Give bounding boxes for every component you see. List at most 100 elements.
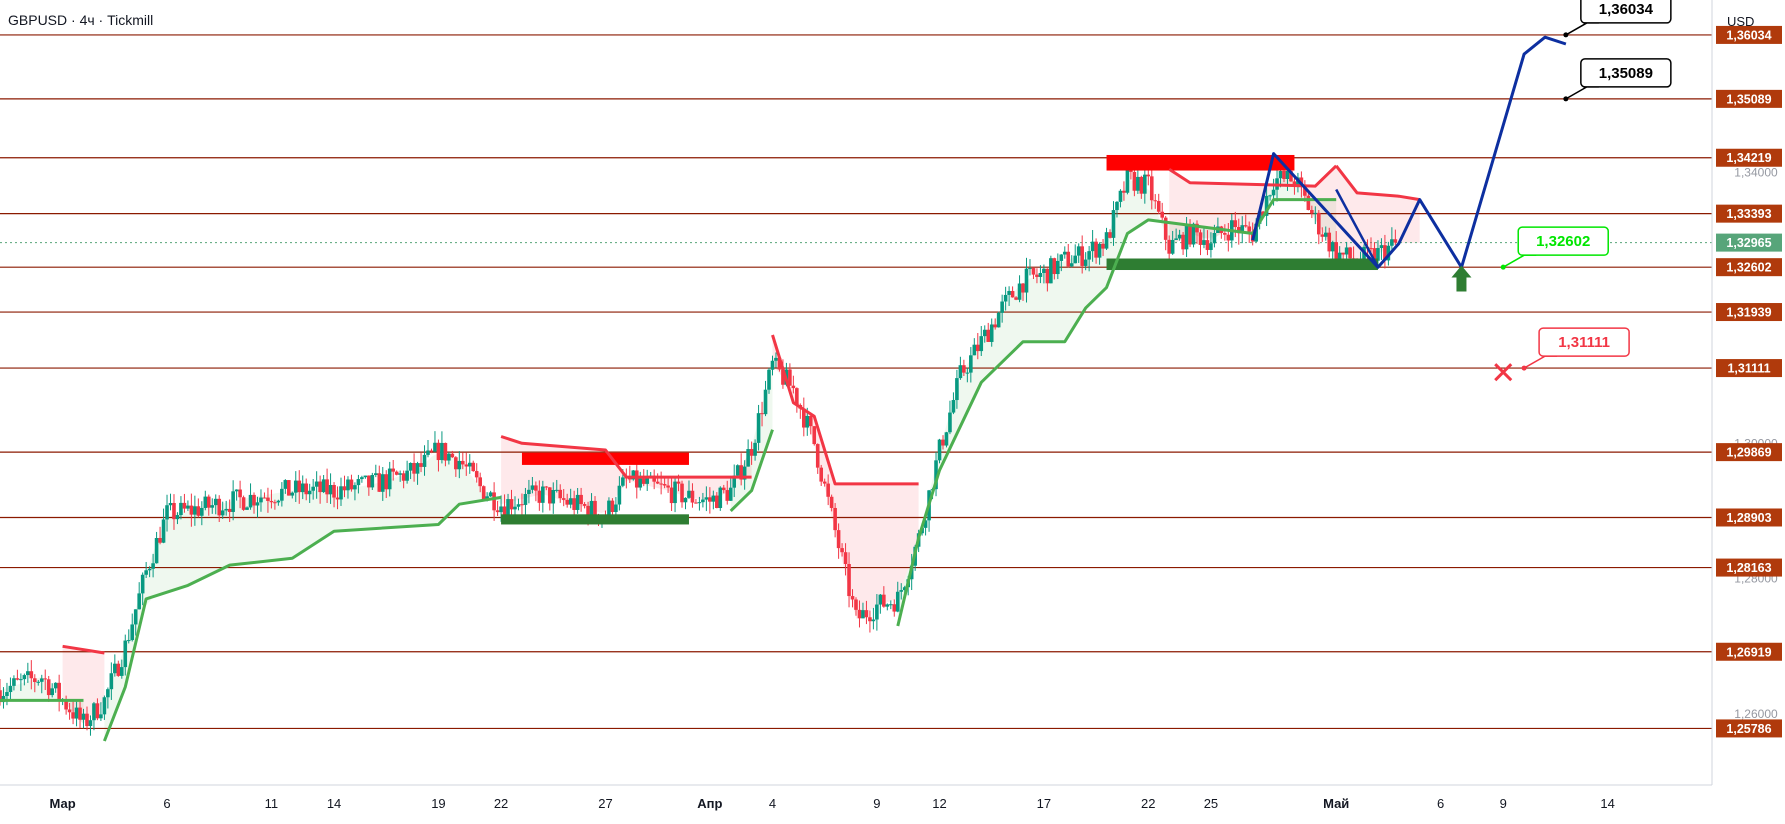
level-price-tag-8 bbox=[1716, 508, 1782, 527]
supertrend-line-6 bbox=[896, 198, 1337, 627]
candle-body-182 bbox=[631, 470, 636, 480]
candle-body-67 bbox=[231, 491, 235, 512]
candle-body-398 bbox=[1383, 245, 1387, 261]
candle-body-63 bbox=[217, 498, 222, 516]
x-tick-label-13: 25 bbox=[1204, 796, 1218, 811]
x-tick-label-8: 4 bbox=[769, 796, 776, 811]
candle-body-76 bbox=[262, 497, 267, 499]
y-tick-label-3: 1,26000 bbox=[1734, 707, 1778, 721]
candle-body-167 bbox=[579, 494, 583, 505]
candle-body-6 bbox=[19, 679, 23, 681]
candle-body-399 bbox=[1386, 245, 1391, 261]
supertrend-line-3 bbox=[500, 435, 752, 479]
candle-body-330 bbox=[1146, 174, 1151, 177]
support-zone-3 bbox=[1106, 258, 1378, 271]
candle-body-348 bbox=[1209, 243, 1213, 250]
level-price-label-4: 1,32602 bbox=[1726, 261, 1771, 275]
candle-body-397 bbox=[1379, 245, 1384, 249]
candle-body-269 bbox=[934, 460, 938, 490]
candle-body-109 bbox=[377, 473, 382, 492]
candle-body-58 bbox=[200, 507, 204, 516]
callout-label-0: 1,36034 bbox=[1599, 1, 1654, 18]
candle-body-99 bbox=[342, 486, 347, 491]
candle-body-305 bbox=[1059, 254, 1064, 261]
candle-body-288 bbox=[1000, 301, 1004, 313]
stop-cross-icon-b bbox=[1494, 363, 1513, 382]
candle-body-201 bbox=[697, 502, 702, 504]
candle-body-212 bbox=[735, 465, 740, 476]
x-tick-label-9: 9 bbox=[873, 796, 880, 811]
candle-body-195 bbox=[676, 481, 681, 484]
candle-body-75 bbox=[259, 497, 263, 503]
candle-body-287 bbox=[996, 312, 1001, 328]
candle-body-381 bbox=[1323, 232, 1328, 237]
candle-body-296 bbox=[1028, 268, 1032, 270]
candle-body-388 bbox=[1348, 247, 1352, 259]
candle-body-135 bbox=[467, 462, 472, 467]
candle-body-295 bbox=[1024, 268, 1029, 293]
candle-body-358 bbox=[1243, 225, 1248, 227]
candle-body-81 bbox=[280, 488, 284, 501]
candle-body-312 bbox=[1083, 259, 1088, 266]
candle-body-93 bbox=[321, 479, 326, 493]
candle-body-103 bbox=[356, 479, 361, 486]
supertrend-fill-7 bbox=[1169, 165, 1337, 254]
candle-body-250 bbox=[868, 617, 872, 622]
candle-body-3 bbox=[8, 685, 13, 693]
candle-body-249 bbox=[864, 610, 869, 618]
candle-body-379 bbox=[1316, 212, 1321, 235]
candle-body-185 bbox=[641, 478, 646, 484]
candle-body-26 bbox=[88, 720, 93, 727]
candle-body-275 bbox=[955, 378, 959, 401]
candle-body-162 bbox=[561, 498, 566, 500]
candle-body-169 bbox=[586, 505, 590, 518]
time-axis-bg bbox=[0, 785, 1785, 824]
candle-body-149 bbox=[516, 504, 521, 507]
candle-body-23 bbox=[78, 707, 82, 720]
candle-body-205 bbox=[711, 495, 716, 502]
candle-body-50 bbox=[172, 502, 176, 520]
candle-body-77 bbox=[266, 497, 270, 501]
candle-body-221 bbox=[767, 369, 771, 390]
candle-body-273 bbox=[948, 412, 952, 433]
candle-body-387 bbox=[1344, 247, 1349, 255]
candle-body-136 bbox=[471, 462, 476, 472]
candle-body-237 bbox=[822, 481, 827, 484]
candle-body-116 bbox=[401, 473, 406, 481]
forecast-partial-path bbox=[1335, 188, 1380, 268]
candle-body-285 bbox=[989, 324, 994, 342]
candle-body-91 bbox=[314, 481, 319, 487]
candle-body-11 bbox=[36, 681, 41, 683]
candle-body-44 bbox=[151, 563, 155, 569]
candle-body-363 bbox=[1261, 211, 1265, 216]
candle-body-121 bbox=[419, 463, 423, 467]
supertrend-fill-6 bbox=[897, 179, 1337, 627]
candle-body-344 bbox=[1195, 223, 1199, 233]
candle-body-316 bbox=[1097, 243, 1102, 258]
candle-body-310 bbox=[1076, 246, 1081, 256]
candle-body-68 bbox=[234, 489, 239, 492]
candle-body-297 bbox=[1031, 268, 1036, 275]
level-price-tag-0 bbox=[1716, 25, 1782, 44]
candle-body-101 bbox=[349, 479, 354, 490]
candle-body-257 bbox=[892, 604, 897, 612]
forecast-path bbox=[1251, 35, 1567, 269]
currency-label: USD bbox=[1727, 14, 1755, 29]
x-tick-label-11: 17 bbox=[1037, 796, 1051, 811]
level-price-label-9: 1,28163 bbox=[1726, 561, 1771, 575]
candle-body-114 bbox=[394, 471, 399, 475]
candle-body-369 bbox=[1282, 170, 1286, 180]
candle-body-30 bbox=[102, 697, 107, 715]
candle-body-245 bbox=[850, 596, 855, 600]
candle-body-349 bbox=[1212, 233, 1217, 244]
candle-body-328 bbox=[1139, 176, 1144, 194]
candle-body-239 bbox=[829, 496, 834, 508]
candle-body-376 bbox=[1306, 195, 1311, 210]
candle-body-164 bbox=[568, 498, 573, 505]
candle-body-120 bbox=[415, 463, 420, 474]
level-price-tag-2 bbox=[1716, 148, 1782, 167]
candle-body-189 bbox=[655, 481, 660, 484]
candle-body-36 bbox=[123, 640, 128, 668]
callout-box-2 bbox=[1517, 226, 1609, 256]
